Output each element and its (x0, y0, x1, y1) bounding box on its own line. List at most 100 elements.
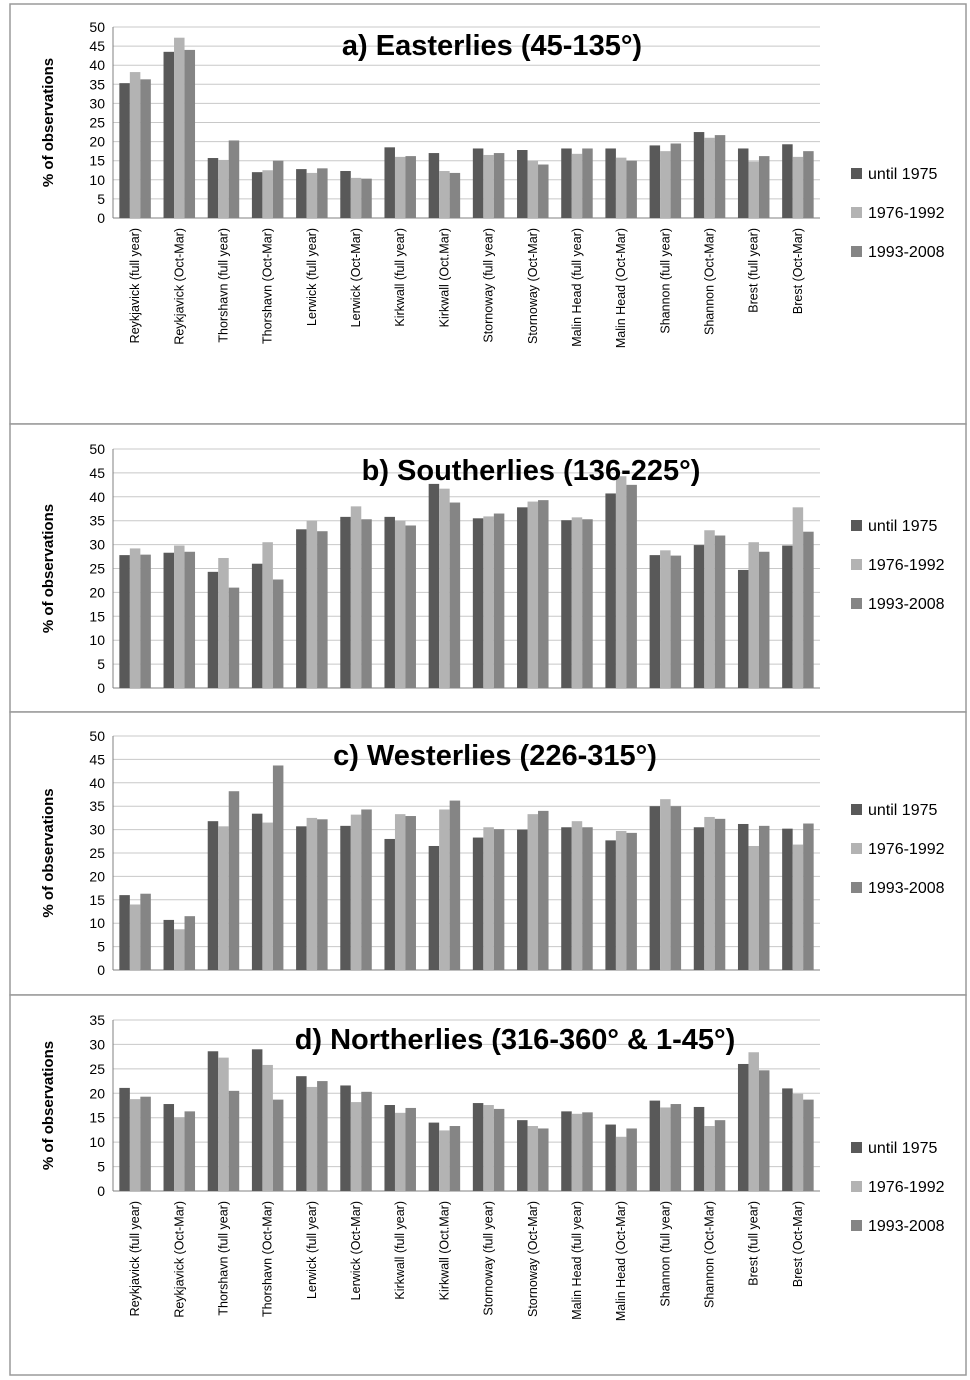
panel-c-bar (803, 823, 814, 970)
panel-d-bar (262, 1064, 273, 1191)
panel-d-category-label: Brest (full year) (747, 1201, 761, 1286)
panel-b-title: b) Southerlies (136-225°) (362, 455, 701, 487)
panel-a-category-label: Kirkwall (Oct.Mar) (437, 228, 451, 327)
panel-d-ytick-label: 15 (89, 1110, 105, 1126)
panel-d-bar (228, 1090, 240, 1191)
panel-a-bar (626, 160, 637, 218)
panel-d-bar (704, 1126, 715, 1191)
panel-a-bar (571, 153, 583, 218)
panel-d-bar (660, 1107, 671, 1191)
panel-b-bar (394, 520, 406, 688)
panel-b-legend-label: 1976-1992 (868, 557, 945, 574)
panel-d-category-label: Thorshavn (Oct-Mar) (261, 1201, 275, 1317)
panel-d-bar (428, 1122, 440, 1191)
panel-a-category-label: Shannon (Oct-Mar) (703, 228, 717, 335)
panel-c-ytick-label: 15 (89, 892, 105, 908)
panel-b-bar (538, 500, 549, 688)
panel-c-bar (527, 814, 539, 970)
panel-d-bar (472, 1103, 484, 1191)
panel-b-bar (605, 493, 616, 688)
panel-d-category-label: Lerwick (Oct-Mar) (349, 1201, 363, 1300)
panel-b-bar (472, 518, 484, 688)
panel-d-category-label: Lerwick (full year) (305, 1201, 319, 1299)
panel-b-bar (428, 483, 440, 688)
panel-a-ytick-label: 10 (89, 172, 105, 188)
panel-a-bar (660, 151, 671, 218)
panel-d-bar (184, 1111, 196, 1191)
panel-b-bar (317, 531, 328, 688)
panel-a-category-label: Brest (Oct-Mar) (791, 228, 805, 314)
panel-c-ytick-label: 5 (97, 939, 105, 955)
panel-c-bar (660, 799, 671, 970)
panel-b-ytick-label: 20 (89, 584, 105, 600)
panel-a-bar (803, 151, 814, 218)
panel-c-bar (394, 814, 406, 970)
panel-c-legend-swatch (851, 843, 862, 854)
panel-c-y-axis-label: % of observations (40, 788, 57, 917)
panel-b-ytick-label: 10 (89, 632, 105, 648)
panel-c-legend-swatch (851, 804, 862, 815)
panel-a-bar (207, 158, 219, 218)
panel-d-ytick-label: 0 (97, 1183, 105, 1199)
panel-c-bar (218, 826, 229, 970)
panel-c-plot: 0 5 10 15 20 25 30 35 40 45 50 % of observations unt… (40, 728, 945, 978)
panel-b-bar (350, 506, 362, 688)
panel-d-legend-label: 1993-2008 (868, 1218, 945, 1235)
panel-b-bar (561, 520, 572, 688)
panel-c-bar (615, 831, 627, 970)
panel-b-bar (449, 502, 461, 688)
panel-a-bar (296, 169, 307, 218)
panel-a-y-axis-label: % of observations (40, 58, 57, 187)
panel-d-bar (384, 1105, 395, 1191)
panel-b-ytick-label: 25 (89, 561, 105, 577)
panel-c-legend-label: 1993-2008 (868, 880, 945, 897)
panel-b-legend-swatch (851, 559, 862, 570)
panel-d-bar (174, 1117, 185, 1191)
panel-a: 0 5 10 15 20 25 30 35 40 45 50 % of observations Rey… (9, 3, 967, 425)
panel-c-bar (737, 823, 749, 970)
panel-a-category-label: Malin Head (full year) (570, 228, 584, 347)
panel-b-bar (129, 548, 141, 688)
panel-a-legend-swatch (851, 246, 862, 257)
panel-a-category-label: Thorshavn (Oct-Mar) (261, 228, 275, 344)
panel-d-bar (163, 1104, 175, 1191)
panel-d-bar (218, 1057, 229, 1191)
panel-b-bar (670, 555, 682, 688)
panel-a-category-label: Thorshavn (full year) (216, 228, 230, 343)
panel-a-bar (693, 132, 705, 218)
panel-d-bar (483, 1105, 494, 1191)
panel-d-plot: 0 5 10 15 20 25 30 35 % of observations Reykjavic… (40, 1012, 945, 1321)
panel-d-category-label: Malin Head (Oct-Mar) (614, 1201, 628, 1321)
panel-a-ytick-label: 30 (89, 95, 105, 111)
panel-c-bar (272, 765, 284, 970)
panel-a-bar (704, 137, 715, 218)
panel-a-bar (174, 37, 185, 218)
panel-a-category-label: Lerwick (Oct-Mar) (349, 228, 363, 327)
panel-c-bar (428, 845, 440, 970)
panel-d-category-label: Reykjavick (Oct-Mar) (172, 1201, 186, 1318)
panel-d-bar (405, 1107, 416, 1191)
panel-c-bar (306, 817, 318, 970)
panel-d-category-label: Shannon (Oct-Mar) (703, 1201, 717, 1308)
panel-a-bar (792, 156, 804, 218)
panel-d-legend-label: until 1975 (868, 1140, 937, 1157)
panel-c-bar (714, 818, 726, 970)
panel-c-bar (174, 929, 185, 970)
panel-b-bar (340, 516, 351, 688)
panel-c-bar (792, 844, 804, 970)
panel-d-ytick-label: 25 (89, 1061, 105, 1077)
panel-a-category-label: Malin Head (Oct-Mar) (614, 228, 628, 348)
panel-c-ytick-label: 50 (89, 728, 105, 744)
panel-b: 0 5 10 15 20 25 30 35 40 45 50 % of observations unt… (9, 423, 967, 713)
panel-b-legend-swatch (851, 520, 862, 531)
panel-a-bar (748, 161, 759, 218)
panel-d-bar (129, 1099, 141, 1191)
panel-d-bar (582, 1112, 593, 1191)
panel-a-bar (493, 153, 505, 218)
panel-c-legend-swatch (851, 882, 862, 893)
panel-b-ytick-label: 15 (89, 608, 105, 624)
panel-b-bar (384, 516, 395, 688)
panel-d-bar (439, 1130, 450, 1191)
panel-c-bar (228, 791, 240, 970)
panel-c-bar (140, 893, 151, 970)
